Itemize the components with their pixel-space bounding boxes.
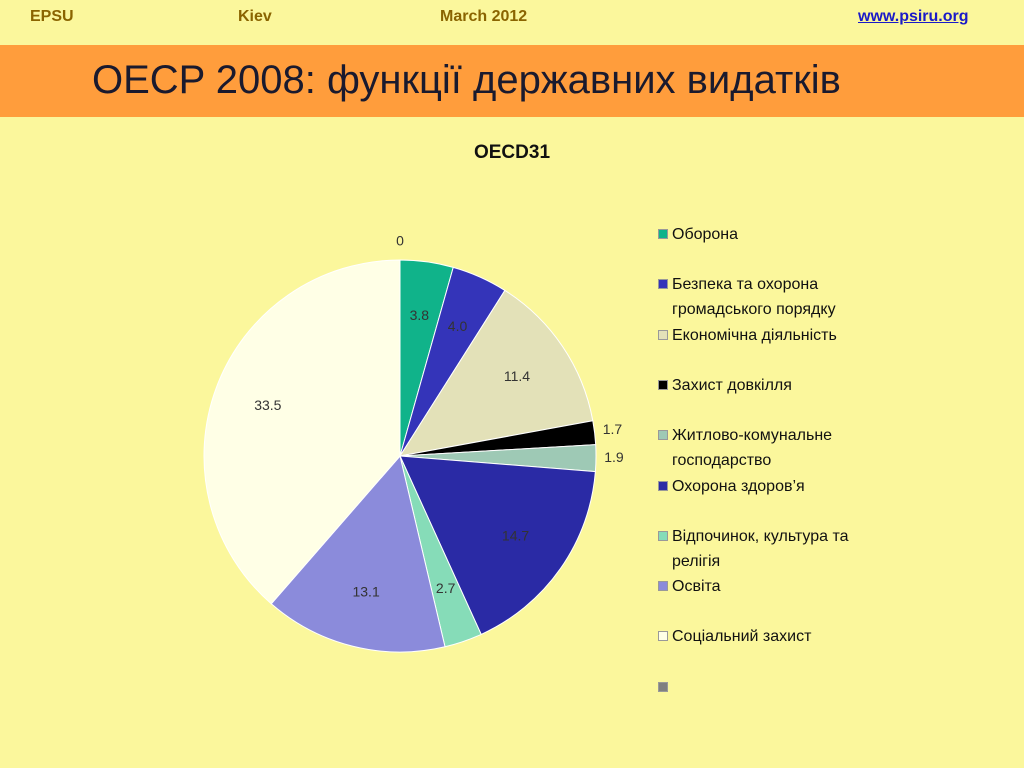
legend-label: Економічна діяльність (672, 326, 837, 344)
legend-swatch (658, 480, 668, 491)
legend-label: Захист довкілля (672, 376, 792, 394)
data-label: 33.5 (254, 397, 281, 413)
legend-entry: Відпочинок, культура та релігія (658, 524, 898, 574)
legend-label: Соціальний захист (672, 628, 812, 646)
data-label: 1.7 (603, 421, 623, 437)
legend-entry: Економічна діяльність (658, 323, 898, 348)
data-label: 13.1 (352, 584, 379, 600)
slide-title: OECP 2008: функції державних видатків (92, 58, 841, 102)
data-label: 3.8 (410, 307, 430, 323)
data-label: 14.7 (502, 528, 529, 544)
legend-swatch (658, 279, 668, 290)
data-label: 11.4 (504, 368, 530, 384)
pie-slice (398, 289, 594, 457)
legend-swatch (658, 631, 668, 642)
header-date: March 2012 (440, 8, 528, 25)
legend-swatch (658, 681, 668, 692)
legend-label: Безпека та охорона громадського порядку (672, 276, 836, 319)
legend-entry: Соціальний захист (658, 624, 898, 649)
legend-label: Освіта (672, 578, 721, 596)
legend-swatch (658, 229, 668, 239)
legend-label: Житлово-комунальне господарство (672, 427, 833, 470)
legend-entry: Житлово-комунальне господарство (658, 423, 898, 473)
data-label: 4.0 (448, 318, 468, 334)
pie-slice (399, 455, 596, 636)
legend-swatch (658, 530, 668, 541)
legend-entry: Освіта (658, 574, 898, 599)
legend-label: Охорона здоров’я (672, 477, 805, 495)
legend-swatch (658, 329, 668, 340)
header-city: Kiev (238, 8, 272, 25)
header-org: EPSU (30, 8, 74, 25)
pie-slice (270, 454, 446, 653)
legend-entry: Безпека та охорона громадського порядку (658, 272, 898, 322)
legend-entry: Оборона (658, 222, 898, 247)
legend-swatch (658, 581, 668, 592)
pie-slice (203, 259, 401, 605)
legend-entry: Охорона здоров’я (658, 474, 898, 499)
data-label: 2.7 (436, 580, 456, 596)
data-label: 1.9 (604, 449, 624, 465)
title-band (0, 45, 1024, 117)
legend-swatch (658, 379, 668, 390)
legend-label: Оборона (672, 226, 739, 243)
data-label: 0 (396, 233, 404, 249)
legend-swatch (658, 430, 668, 441)
legend-entry: Захист довкілля (658, 373, 898, 398)
chart-title: OECD31 (473, 142, 551, 163)
legend-label: Відпочинок, культура та релігія (672, 527, 849, 570)
header-link[interactable]: www.psiru.org (858, 8, 969, 25)
